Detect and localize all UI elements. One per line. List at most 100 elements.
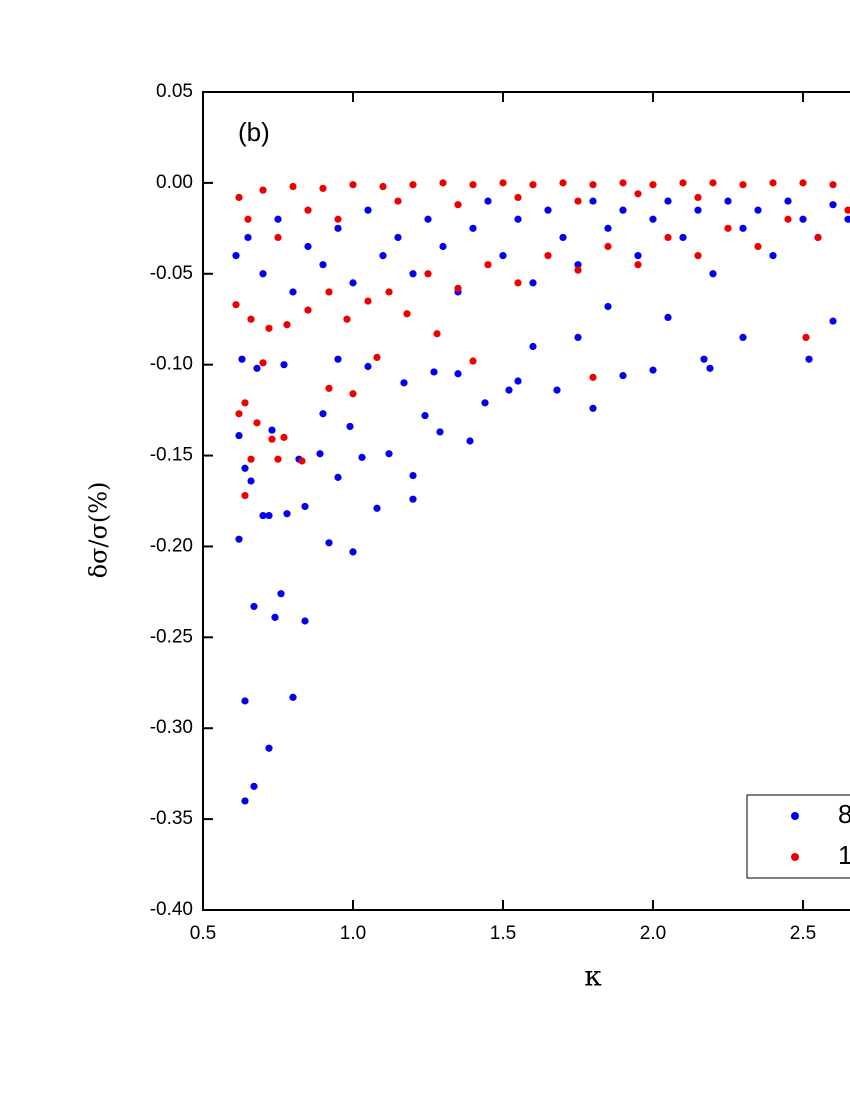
- point: [604, 224, 612, 232]
- x-tick-label: 1.0: [340, 923, 366, 944]
- point: [319, 410, 327, 418]
- point: [244, 233, 252, 242]
- x-tick-label: 1.5: [490, 923, 516, 944]
- point: [454, 284, 462, 292]
- point: [469, 224, 477, 232]
- point: [784, 197, 792, 205]
- point: [619, 179, 627, 187]
- x-tick-label: 2.0: [640, 923, 666, 944]
- point: [235, 410, 243, 418]
- point: [709, 270, 717, 278]
- point: [274, 233, 282, 242]
- x-axis-label: κ: [584, 960, 602, 993]
- point: [259, 359, 267, 367]
- point: [316, 450, 324, 458]
- point: [436, 428, 444, 436]
- y-tick-label: -0.30: [150, 717, 193, 738]
- point: [349, 181, 357, 189]
- point: [247, 455, 255, 463]
- point: [481, 399, 489, 407]
- point: [574, 333, 582, 341]
- point: [739, 333, 747, 341]
- point: [769, 252, 777, 260]
- point: [694, 193, 702, 202]
- point: [589, 197, 597, 205]
- point: [268, 426, 276, 434]
- point: [334, 215, 342, 223]
- legend-label: 8: [838, 799, 850, 829]
- legend: 81: [791, 799, 850, 870]
- point: [724, 197, 732, 205]
- point: [235, 193, 243, 202]
- point: [589, 373, 597, 381]
- point: [373, 353, 381, 361]
- point: [268, 435, 276, 443]
- point: [364, 362, 372, 371]
- point: [304, 206, 312, 214]
- point: [559, 179, 567, 187]
- point: [829, 201, 837, 209]
- point: [241, 697, 249, 705]
- point: [619, 206, 627, 214]
- plot-frame: [202, 91, 850, 911]
- point: [553, 386, 561, 394]
- marks: [232, 179, 850, 805]
- point: [394, 197, 402, 205]
- legend-label: 1: [838, 840, 850, 870]
- point: [805, 355, 813, 363]
- point: [799, 179, 807, 187]
- point: [469, 181, 477, 189]
- point: [424, 215, 432, 223]
- point: [814, 233, 822, 242]
- point: [409, 495, 417, 503]
- point: [277, 590, 285, 598]
- point: [514, 215, 522, 223]
- point: [409, 270, 417, 278]
- point: [694, 206, 702, 214]
- point: [700, 355, 708, 363]
- point: [514, 193, 522, 202]
- y-axis-label: δσ/σ(%): [85, 482, 113, 579]
- point: [373, 504, 381, 512]
- point: [739, 181, 747, 189]
- legend-marker: [791, 853, 799, 861]
- point: [649, 181, 657, 189]
- point: [544, 252, 552, 260]
- point: [283, 510, 291, 518]
- point: [829, 181, 837, 189]
- point: [664, 233, 672, 242]
- point: [349, 279, 357, 287]
- point: [358, 453, 366, 461]
- y-tick-label: -0.05: [150, 263, 193, 284]
- point: [754, 242, 762, 251]
- point: [430, 368, 438, 376]
- y-tick-label: -0.10: [150, 354, 193, 375]
- point: [271, 613, 279, 621]
- point: [265, 511, 273, 520]
- point: [334, 224, 342, 232]
- point: [304, 306, 312, 314]
- point: [250, 602, 258, 611]
- x-tick-label: 2.5: [790, 923, 816, 944]
- point: [247, 477, 255, 485]
- point: [343, 315, 351, 323]
- point: [232, 301, 240, 309]
- point: [385, 450, 393, 458]
- point: [346, 422, 354, 431]
- point: [349, 390, 357, 398]
- point: [289, 693, 297, 701]
- point: [706, 364, 714, 372]
- point: [664, 197, 672, 205]
- point: [319, 261, 327, 269]
- point: [634, 190, 642, 198]
- point: [433, 330, 441, 338]
- panel-label: (b): [238, 117, 270, 147]
- point: [421, 411, 429, 420]
- point: [253, 364, 261, 372]
- point: [709, 179, 717, 187]
- point: [265, 744, 273, 752]
- point: [784, 215, 792, 223]
- point: [259, 270, 267, 278]
- legend-box: [746, 794, 850, 879]
